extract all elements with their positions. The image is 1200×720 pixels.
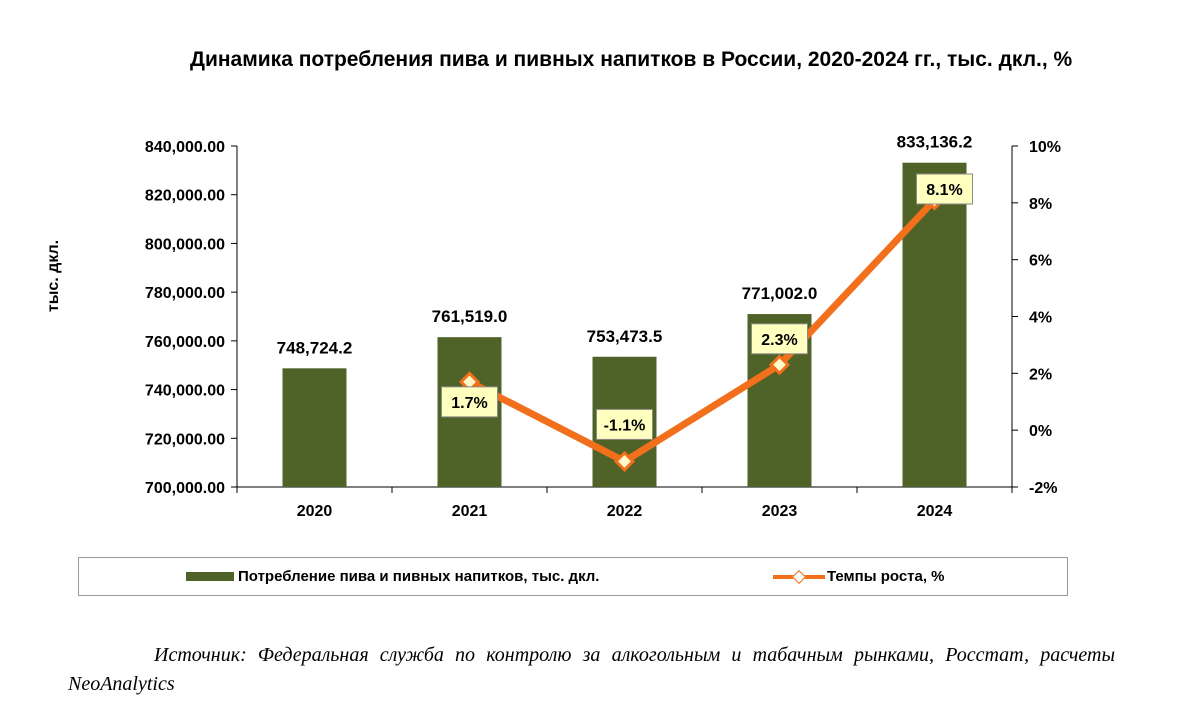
growth-value-label: -1.1% [604, 417, 646, 434]
x-tick-label: 2022 [607, 503, 643, 520]
y-left-tick-label: 740,000.00 [145, 383, 225, 400]
growth-marker [768, 354, 791, 376]
growth-label-box [441, 386, 498, 418]
bar-value-label: 833,136.2 [897, 133, 973, 152]
y-left-tick-label: 840,000.00 [145, 139, 225, 156]
chart-title: Динамика потребления пива и пивных напит… [190, 48, 1073, 71]
y-right-tick-label: 4% [1029, 310, 1052, 327]
growth-value-label: 8.1% [926, 182, 962, 199]
legend-bar-swatch [186, 572, 234, 581]
growth-marker [458, 371, 481, 393]
legend-line-swatch [773, 571, 825, 583]
legend-item-consumption: Потребление пива и пивных напитков, тыс.… [186, 568, 599, 585]
y-left-tick-label: 700,000.00 [145, 480, 225, 497]
y-left-tick-label: 780,000.00 [145, 285, 225, 302]
growth-label-box [916, 173, 973, 205]
y-axis-title: тыс. дкл. [45, 240, 62, 312]
bar [902, 162, 967, 487]
x-tick-label: 2021 [452, 503, 488, 520]
x-tick-label: 2024 [917, 503, 953, 520]
bar-value-label: 761,519.0 [432, 307, 508, 326]
source-text: Источник: Федеральная служба по контролю… [68, 644, 1115, 695]
growth-line [466, 196, 938, 465]
bar [282, 368, 347, 487]
y-right-tick-label: 8% [1029, 196, 1052, 213]
growth-marker [613, 450, 636, 473]
legend-label-consumption: Потребление пива и пивных напитков, тыс.… [238, 568, 600, 585]
y-left-tick-label: 760,000.00 [145, 334, 225, 351]
y-left-tick-label: 800,000.00 [145, 236, 225, 253]
y-right-tick-label: 6% [1029, 253, 1052, 270]
bar-value-label: 771,002.0 [742, 284, 818, 303]
growth-value-label: 1.7% [451, 395, 487, 412]
bar-value-label: 748,724.2 [277, 338, 353, 357]
legend-item-growth: Темпы роста, % [773, 568, 945, 585]
legend: Потребление пива и пивных напитков, тыс.… [78, 557, 1068, 596]
y-left-tick-label: 720,000.00 [145, 431, 225, 448]
y-right-tick-label: -2% [1029, 480, 1057, 497]
source-note: Источник: Федеральная служба по контролю… [68, 641, 1115, 699]
growth-value-label: 2.3% [761, 332, 797, 349]
y-right-tick-label: 0% [1029, 423, 1052, 440]
growth-label-box [596, 408, 653, 440]
growth-label-box [751, 323, 808, 355]
legend-label-growth: Темпы роста, % [827, 568, 945, 585]
x-tick-label: 2023 [762, 503, 798, 520]
y-right-tick-label: 2% [1029, 366, 1052, 383]
bar-value-label: 753,473.5 [587, 327, 663, 346]
x-tick-label: 2020 [297, 503, 333, 520]
y-right-tick-label: 10% [1029, 139, 1061, 156]
y-left-tick-label: 820,000.00 [145, 188, 225, 205]
